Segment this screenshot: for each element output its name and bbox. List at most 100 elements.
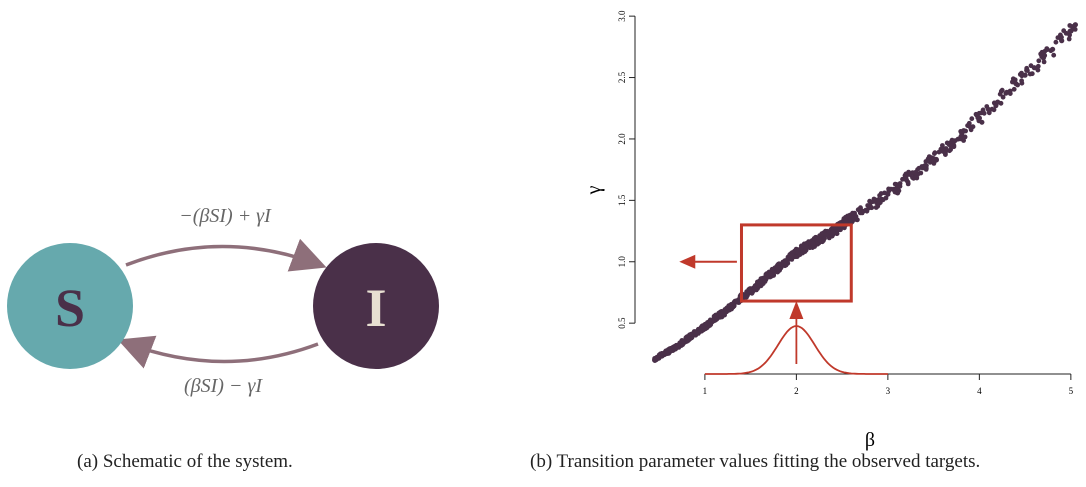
scatter-point <box>940 143 945 148</box>
scatter-point <box>876 197 882 203</box>
x-tick-label: 5 <box>1069 386 1074 396</box>
scatter-point <box>900 176 905 182</box>
scatter-point <box>700 325 706 331</box>
scatter-point <box>903 176 909 183</box>
scatter-point <box>782 259 788 265</box>
scatter-point <box>967 124 973 130</box>
scatter-point <box>888 186 894 192</box>
highlight-box <box>739 223 853 303</box>
panel-a-schematic: −(βSI) + γI (βSI) − γI S I <box>0 0 450 482</box>
scatter-point <box>871 196 877 202</box>
scatter-point <box>857 210 863 216</box>
scatter-point <box>816 237 822 243</box>
scatter-point <box>755 282 761 288</box>
scatter-point <box>1050 46 1056 52</box>
schematic-svg: −(βSI) + γI (βSI) − γI S I <box>7 205 439 397</box>
scatter-point <box>995 99 1001 105</box>
scatter-point <box>897 181 903 186</box>
scatter-point <box>863 207 869 213</box>
arrow-top-label: −(βSI) + γI <box>179 205 272 227</box>
scatter-point <box>679 340 685 346</box>
scatter-point <box>963 128 968 134</box>
scatter-point <box>885 191 891 197</box>
scatter-point <box>912 170 918 176</box>
y-tick-label: 1.5 <box>617 194 627 206</box>
scatter-chart: 0.5 1.0 1.5 2.0 2.5 3.0 1 2 3 4 5 β γ <box>583 10 1078 451</box>
scatter-point <box>940 148 946 154</box>
scatter-point <box>1019 80 1025 86</box>
y-tick-label: 2.0 <box>617 133 627 145</box>
highlight-overlay <box>679 223 888 375</box>
x-axis-label: β <box>865 429 875 451</box>
scatter-point <box>1066 36 1072 42</box>
scatter-point <box>1012 77 1018 83</box>
scatter-point <box>817 233 822 239</box>
scatter-point <box>802 244 809 250</box>
scatter-point <box>1072 22 1078 28</box>
scatter-point <box>1072 27 1078 32</box>
node-s-label: S <box>55 278 85 338</box>
scatter-point <box>1035 63 1041 69</box>
scatter-point <box>734 298 740 304</box>
scatter-point <box>850 214 856 221</box>
scatter-point <box>947 148 952 154</box>
scatter-point <box>1036 58 1042 64</box>
scatter-point <box>1027 71 1033 77</box>
x-axis: 1 2 3 4 5 <box>703 373 1074 396</box>
scatter-point <box>761 276 767 282</box>
scatter-point <box>706 320 713 326</box>
scatter-point <box>830 229 836 235</box>
scatter-point <box>991 107 997 113</box>
scatter-point <box>829 233 835 239</box>
scatter-point <box>1067 32 1072 38</box>
scatter-point <box>931 156 937 162</box>
scatter-point <box>652 357 658 363</box>
scatter-point <box>976 115 982 121</box>
y-axis: 0.5 1.0 1.5 2.0 2.5 3.0 <box>617 10 636 329</box>
scatter-point <box>685 335 691 341</box>
caption-b: (b) Transition parameter values fitting … <box>530 451 981 472</box>
scatter-point <box>713 314 719 320</box>
scatter-point <box>944 140 950 146</box>
scatter-points <box>652 22 1078 363</box>
x-tick-label: 3 <box>886 386 891 396</box>
scatter-point <box>904 173 909 179</box>
scatter-point <box>1059 38 1065 44</box>
scatter-point <box>962 134 968 140</box>
up-arrow-head <box>789 301 804 320</box>
scatter-point <box>894 185 900 191</box>
panel-b-scatter: 0.5 1.0 1.5 2.0 2.5 3.0 1 2 3 4 5 β γ <box>560 0 1086 482</box>
scatter-point <box>727 304 734 310</box>
node-i-label: I <box>365 278 386 338</box>
scatter-point <box>1040 55 1046 61</box>
scatter-point <box>823 232 829 238</box>
scatter-point <box>775 265 781 271</box>
scatter-point <box>1024 65 1030 71</box>
scatter-point <box>1022 72 1028 78</box>
scatter-point <box>844 218 850 224</box>
scatter-point <box>921 163 928 169</box>
recovery-arrow <box>117 335 319 369</box>
scatter-point <box>752 287 758 293</box>
scatter-point <box>1011 86 1017 92</box>
scatter-point <box>906 169 911 175</box>
scatter-point <box>883 195 889 201</box>
scatter-point <box>979 119 985 125</box>
scatter-point <box>795 249 801 255</box>
scatter-point <box>985 106 992 113</box>
scatter-point <box>867 203 873 210</box>
scatter-point <box>665 348 671 354</box>
x-tick-label: 1 <box>703 386 708 396</box>
scatter-point <box>1035 67 1041 73</box>
scatter-point <box>789 253 795 259</box>
scatter-point <box>1055 35 1061 40</box>
arrow-bottom-label: (βSI) − γI <box>184 375 263 397</box>
scatter-point <box>769 266 775 272</box>
scatter-point <box>999 87 1005 93</box>
scatter-point <box>918 170 924 176</box>
x-tick-label: 4 <box>977 386 982 396</box>
y-tick-label: 3.0 <box>617 10 627 22</box>
y-tick-label: 1.0 <box>617 256 627 268</box>
scatter-point <box>1000 94 1006 100</box>
scatter-point <box>961 138 966 143</box>
